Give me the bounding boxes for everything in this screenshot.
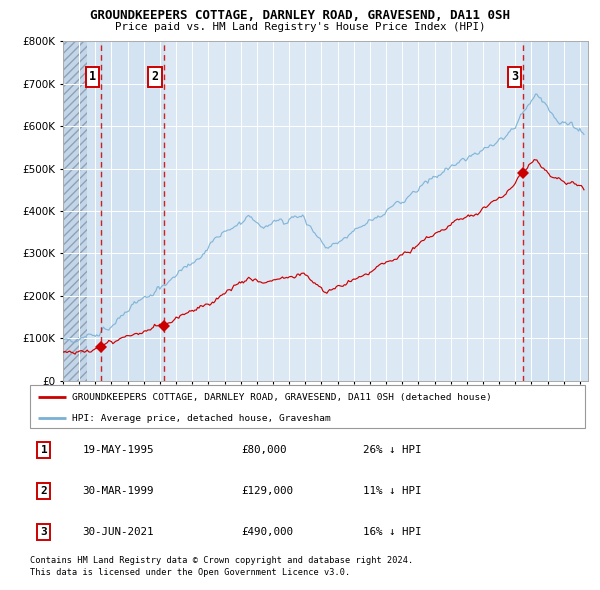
FancyBboxPatch shape bbox=[30, 385, 585, 428]
Bar bbox=[63, 41, 87, 381]
Text: This data is licensed under the Open Government Licence v3.0.: This data is licensed under the Open Gov… bbox=[30, 568, 350, 576]
Text: 26% ↓ HPI: 26% ↓ HPI bbox=[363, 445, 421, 455]
Text: 11% ↓ HPI: 11% ↓ HPI bbox=[363, 486, 421, 496]
Text: £129,000: £129,000 bbox=[241, 486, 293, 496]
Text: £80,000: £80,000 bbox=[241, 445, 286, 455]
Text: Contains HM Land Registry data © Crown copyright and database right 2024.: Contains HM Land Registry data © Crown c… bbox=[30, 556, 413, 565]
Bar bbox=[101, 41, 164, 381]
Text: £490,000: £490,000 bbox=[241, 527, 293, 537]
Text: 19-MAY-1995: 19-MAY-1995 bbox=[83, 445, 154, 455]
Text: 3: 3 bbox=[511, 70, 518, 83]
Text: 1: 1 bbox=[41, 445, 47, 455]
Text: GROUNDKEEPERS COTTAGE, DARNLEY ROAD, GRAVESEND, DA11 0SH: GROUNDKEEPERS COTTAGE, DARNLEY ROAD, GRA… bbox=[90, 9, 510, 22]
Text: 30-JUN-2021: 30-JUN-2021 bbox=[83, 527, 154, 537]
Text: 1: 1 bbox=[89, 70, 96, 83]
Text: 30-MAR-1999: 30-MAR-1999 bbox=[83, 486, 154, 496]
Text: 16% ↓ HPI: 16% ↓ HPI bbox=[363, 527, 421, 537]
Text: GROUNDKEEPERS COTTAGE, DARNLEY ROAD, GRAVESEND, DA11 0SH (detached house): GROUNDKEEPERS COTTAGE, DARNLEY ROAD, GRA… bbox=[71, 393, 491, 402]
Text: 2: 2 bbox=[41, 486, 47, 496]
Text: HPI: Average price, detached house, Gravesham: HPI: Average price, detached house, Grav… bbox=[71, 414, 331, 423]
Bar bbox=[523, 41, 588, 381]
Bar bbox=[63, 41, 101, 381]
Text: 3: 3 bbox=[41, 527, 47, 537]
Text: Price paid vs. HM Land Registry's House Price Index (HPI): Price paid vs. HM Land Registry's House … bbox=[115, 22, 485, 32]
Text: 2: 2 bbox=[152, 70, 158, 83]
